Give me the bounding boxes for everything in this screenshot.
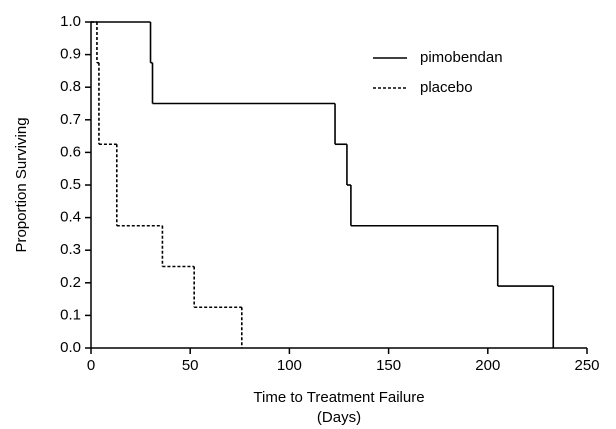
y-tick-label: 0.1: [60, 306, 81, 323]
x-axis-label: (Days): [317, 409, 361, 426]
y-tick-label: 0.6: [60, 143, 81, 160]
y-tick-label: 0.0: [60, 339, 81, 356]
y-tick-label: 1.0: [60, 13, 81, 30]
y-tick-label: 0.8: [60, 78, 81, 95]
y-axis-label: Proportion Surviving: [13, 117, 30, 252]
x-tick-label: 50: [182, 357, 199, 374]
x-tick-label: 250: [574, 357, 599, 374]
x-tick-label: 100: [277, 357, 302, 374]
y-tick-label: 0.3: [60, 241, 81, 258]
x-axis-label: Time to Treatment Failure: [253, 389, 424, 406]
y-tick-label: 0.2: [60, 274, 81, 291]
y-tick-label: 0.9: [60, 46, 81, 63]
legend-label: placebo: [420, 79, 473, 96]
x-tick-label: 0: [87, 357, 95, 374]
y-tick-label: 0.4: [60, 209, 81, 226]
x-tick-label: 200: [475, 357, 500, 374]
y-tick-label: 0.5: [60, 176, 81, 193]
y-tick-label: 0.7: [60, 111, 81, 128]
legend-label: pimobendan: [420, 49, 503, 66]
x-tick-label: 150: [376, 357, 401, 374]
